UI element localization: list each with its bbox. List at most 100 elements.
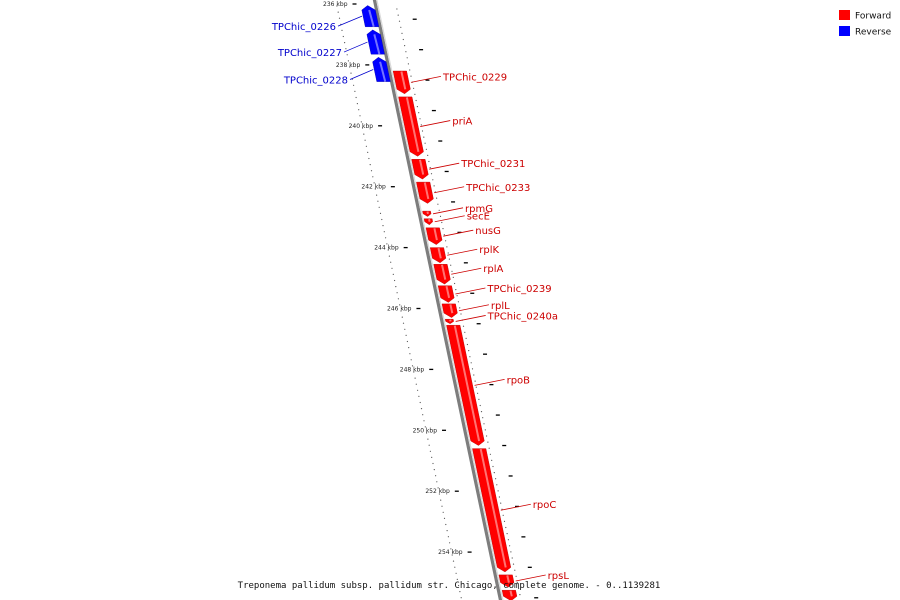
minor-tick-dot xyxy=(415,383,417,385)
minor-tick-dot xyxy=(369,164,371,166)
gene-arrow xyxy=(422,210,432,217)
minor-tick-dot xyxy=(424,426,426,428)
minor-tick-dot xyxy=(374,188,376,190)
minor-tick-dot xyxy=(477,392,479,394)
minor-tick-dot xyxy=(460,313,462,315)
minor-tick-dot xyxy=(410,75,412,77)
minor-tick-dot xyxy=(511,557,513,559)
minor-tick-dot xyxy=(358,109,360,111)
minor-tick-dot xyxy=(510,551,512,553)
legend-forward-label: Forward xyxy=(855,12,891,22)
minor-tick-dot xyxy=(356,103,358,105)
minor-tick-dot xyxy=(405,334,407,336)
minor-tick-dot xyxy=(395,286,397,288)
gene-label-connector xyxy=(451,267,482,275)
gene-arrow-highlight xyxy=(400,71,407,90)
minor-tick-dot xyxy=(442,228,444,230)
minor-tick-dot xyxy=(376,194,378,196)
minor-tick-dot xyxy=(365,145,367,147)
scale-tick-label: 240 kbp xyxy=(349,123,374,130)
minor-tick-dot xyxy=(420,124,422,126)
gene-arrow-highlight xyxy=(379,61,387,82)
minor-tick-dot xyxy=(336,5,338,7)
minor-tick-dot xyxy=(442,511,444,513)
minor-tick-dot xyxy=(468,350,470,352)
minor-tick-dot xyxy=(433,185,435,187)
scale-tick-label: 250 kbp xyxy=(413,427,438,434)
minor-tick-dot xyxy=(416,106,418,108)
minor-tick-dots xyxy=(336,5,539,599)
minor-tick-dot xyxy=(495,478,497,480)
minor-tick-dot xyxy=(372,176,374,178)
minor-tick-dot xyxy=(400,26,402,28)
minor-tick-dot xyxy=(496,484,498,486)
minor-tick-dot xyxy=(447,536,449,538)
gene-label: TPChic_0240a xyxy=(487,311,558,322)
gene-arrow xyxy=(437,285,455,303)
minor-tick-dot xyxy=(355,96,357,99)
minor-tick-dot xyxy=(370,170,373,172)
minor-tick-dot xyxy=(397,298,399,300)
minor-tick-dot xyxy=(353,84,355,86)
gene-label-connector xyxy=(343,41,368,53)
minor-tick-dot xyxy=(423,420,425,422)
minor-tick-dot xyxy=(428,160,430,163)
minor-tick-dot xyxy=(387,249,389,251)
scale-tick-label: 244 kbp xyxy=(374,245,399,252)
minor-tick-dot xyxy=(450,264,452,266)
legend-forward-swatch xyxy=(839,10,850,20)
scale-ticks: 236 kbp 238 kbp 240 kbp 242 kbp 244 kbp 246 k… xyxy=(323,1,472,556)
minor-tick-dot xyxy=(437,487,439,489)
gene-arrow xyxy=(498,574,515,588)
minor-tick-dot xyxy=(445,523,447,526)
minor-tick-dot xyxy=(479,404,481,407)
gene-label: TPChic_0231 xyxy=(460,159,525,170)
scale-tick-label: 246 kbp xyxy=(387,306,412,313)
minor-tick-dot xyxy=(423,136,425,138)
minor-tick-dot xyxy=(419,401,421,404)
minor-tick-dot xyxy=(417,389,419,391)
minor-tick-dot xyxy=(408,347,410,349)
minor-tick-dot xyxy=(422,414,424,416)
gene-arrow-highlight xyxy=(509,590,513,597)
gene-arrow-highlight xyxy=(426,211,429,215)
minor-tick-dot xyxy=(363,133,365,135)
scale-tick-label: 238 kbp xyxy=(336,62,361,69)
minor-tick-dot xyxy=(350,72,352,74)
minor-tick-dot xyxy=(428,444,430,446)
minor-tick-dot xyxy=(486,435,488,437)
minor-tick-dot xyxy=(404,45,406,47)
minor-tick-dot xyxy=(394,279,396,282)
minor-tick-dot xyxy=(407,63,409,65)
minor-tick-dot xyxy=(446,530,448,532)
minor-tick-dot xyxy=(379,212,382,214)
minor-tick-dot xyxy=(488,447,490,449)
minor-tick-dot xyxy=(383,231,385,233)
minor-tick-dot xyxy=(400,310,402,312)
minor-tick-dot xyxy=(449,542,451,544)
minor-tick-dot xyxy=(349,66,351,68)
gene-arrow xyxy=(423,218,433,226)
minor-tick-dot xyxy=(418,112,420,114)
minor-tick-dot xyxy=(471,368,474,370)
minor-tick-dot xyxy=(483,423,485,425)
minor-tick-dot xyxy=(425,148,427,150)
minor-tick-dot xyxy=(492,465,494,468)
minor-tick-dot xyxy=(406,340,408,343)
minor-tick-dot xyxy=(338,17,341,19)
minor-tick-dot xyxy=(459,307,461,309)
gene-arrow xyxy=(429,247,447,264)
minor-tick-dot xyxy=(432,179,434,181)
minor-tick-dot xyxy=(447,252,449,254)
gene-arrow xyxy=(425,227,443,245)
gene-label-connector xyxy=(515,574,546,582)
minor-tick-dot xyxy=(452,276,454,278)
minor-tick-dot xyxy=(342,35,344,38)
gene-arrow xyxy=(361,5,380,27)
gene-label: rpoC xyxy=(533,500,557,511)
legend-reverse-swatch xyxy=(839,26,850,36)
minor-tick-dot xyxy=(392,273,394,275)
gene-arrow-highlight xyxy=(479,448,507,568)
minor-tick-dot xyxy=(443,234,445,236)
gene-label: TPChic_0226 xyxy=(271,22,336,33)
